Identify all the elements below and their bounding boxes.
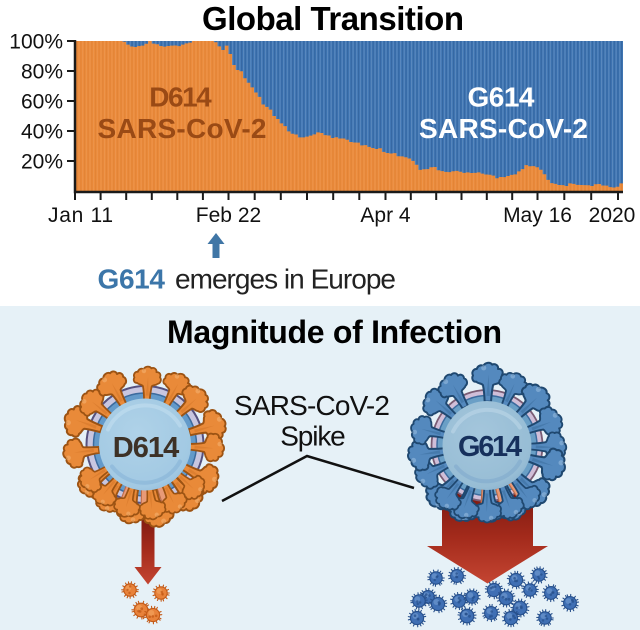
svg-text:Apr 4: Apr 4: [360, 204, 411, 227]
svg-text:emerges in Europe: emerges in Europe: [175, 264, 396, 295]
svg-text:May 16: May 16: [503, 204, 572, 227]
svg-text:Magnitude of Infection: Magnitude of Infection: [167, 314, 502, 350]
svg-text:G614: G614: [458, 431, 522, 463]
svg-text:SARS-CoV-2: SARS-CoV-2: [419, 113, 588, 144]
svg-text:G614: G614: [468, 82, 535, 113]
svg-text:100%: 100%: [9, 31, 63, 54]
svg-text:20%: 20%: [21, 151, 63, 174]
svg-text:G614: G614: [98, 264, 166, 295]
svg-text:2020: 2020: [589, 204, 636, 227]
svg-text:Global Transition: Global Transition: [202, 0, 464, 37]
svg-text:60%: 60%: [21, 91, 63, 114]
svg-text:SARS-CoV-2: SARS-CoV-2: [98, 113, 267, 144]
svg-text:SARS-CoV-2: SARS-CoV-2: [234, 390, 390, 421]
svg-text:Feb 22: Feb 22: [196, 204, 261, 227]
svg-text:40%: 40%: [21, 121, 63, 144]
svg-text:Spike: Spike: [280, 421, 346, 452]
svg-text:Jan 11: Jan 11: [48, 204, 113, 227]
svg-text:D614: D614: [149, 82, 212, 113]
svg-text:D614: D614: [113, 432, 180, 464]
svg-text:80%: 80%: [21, 61, 63, 84]
